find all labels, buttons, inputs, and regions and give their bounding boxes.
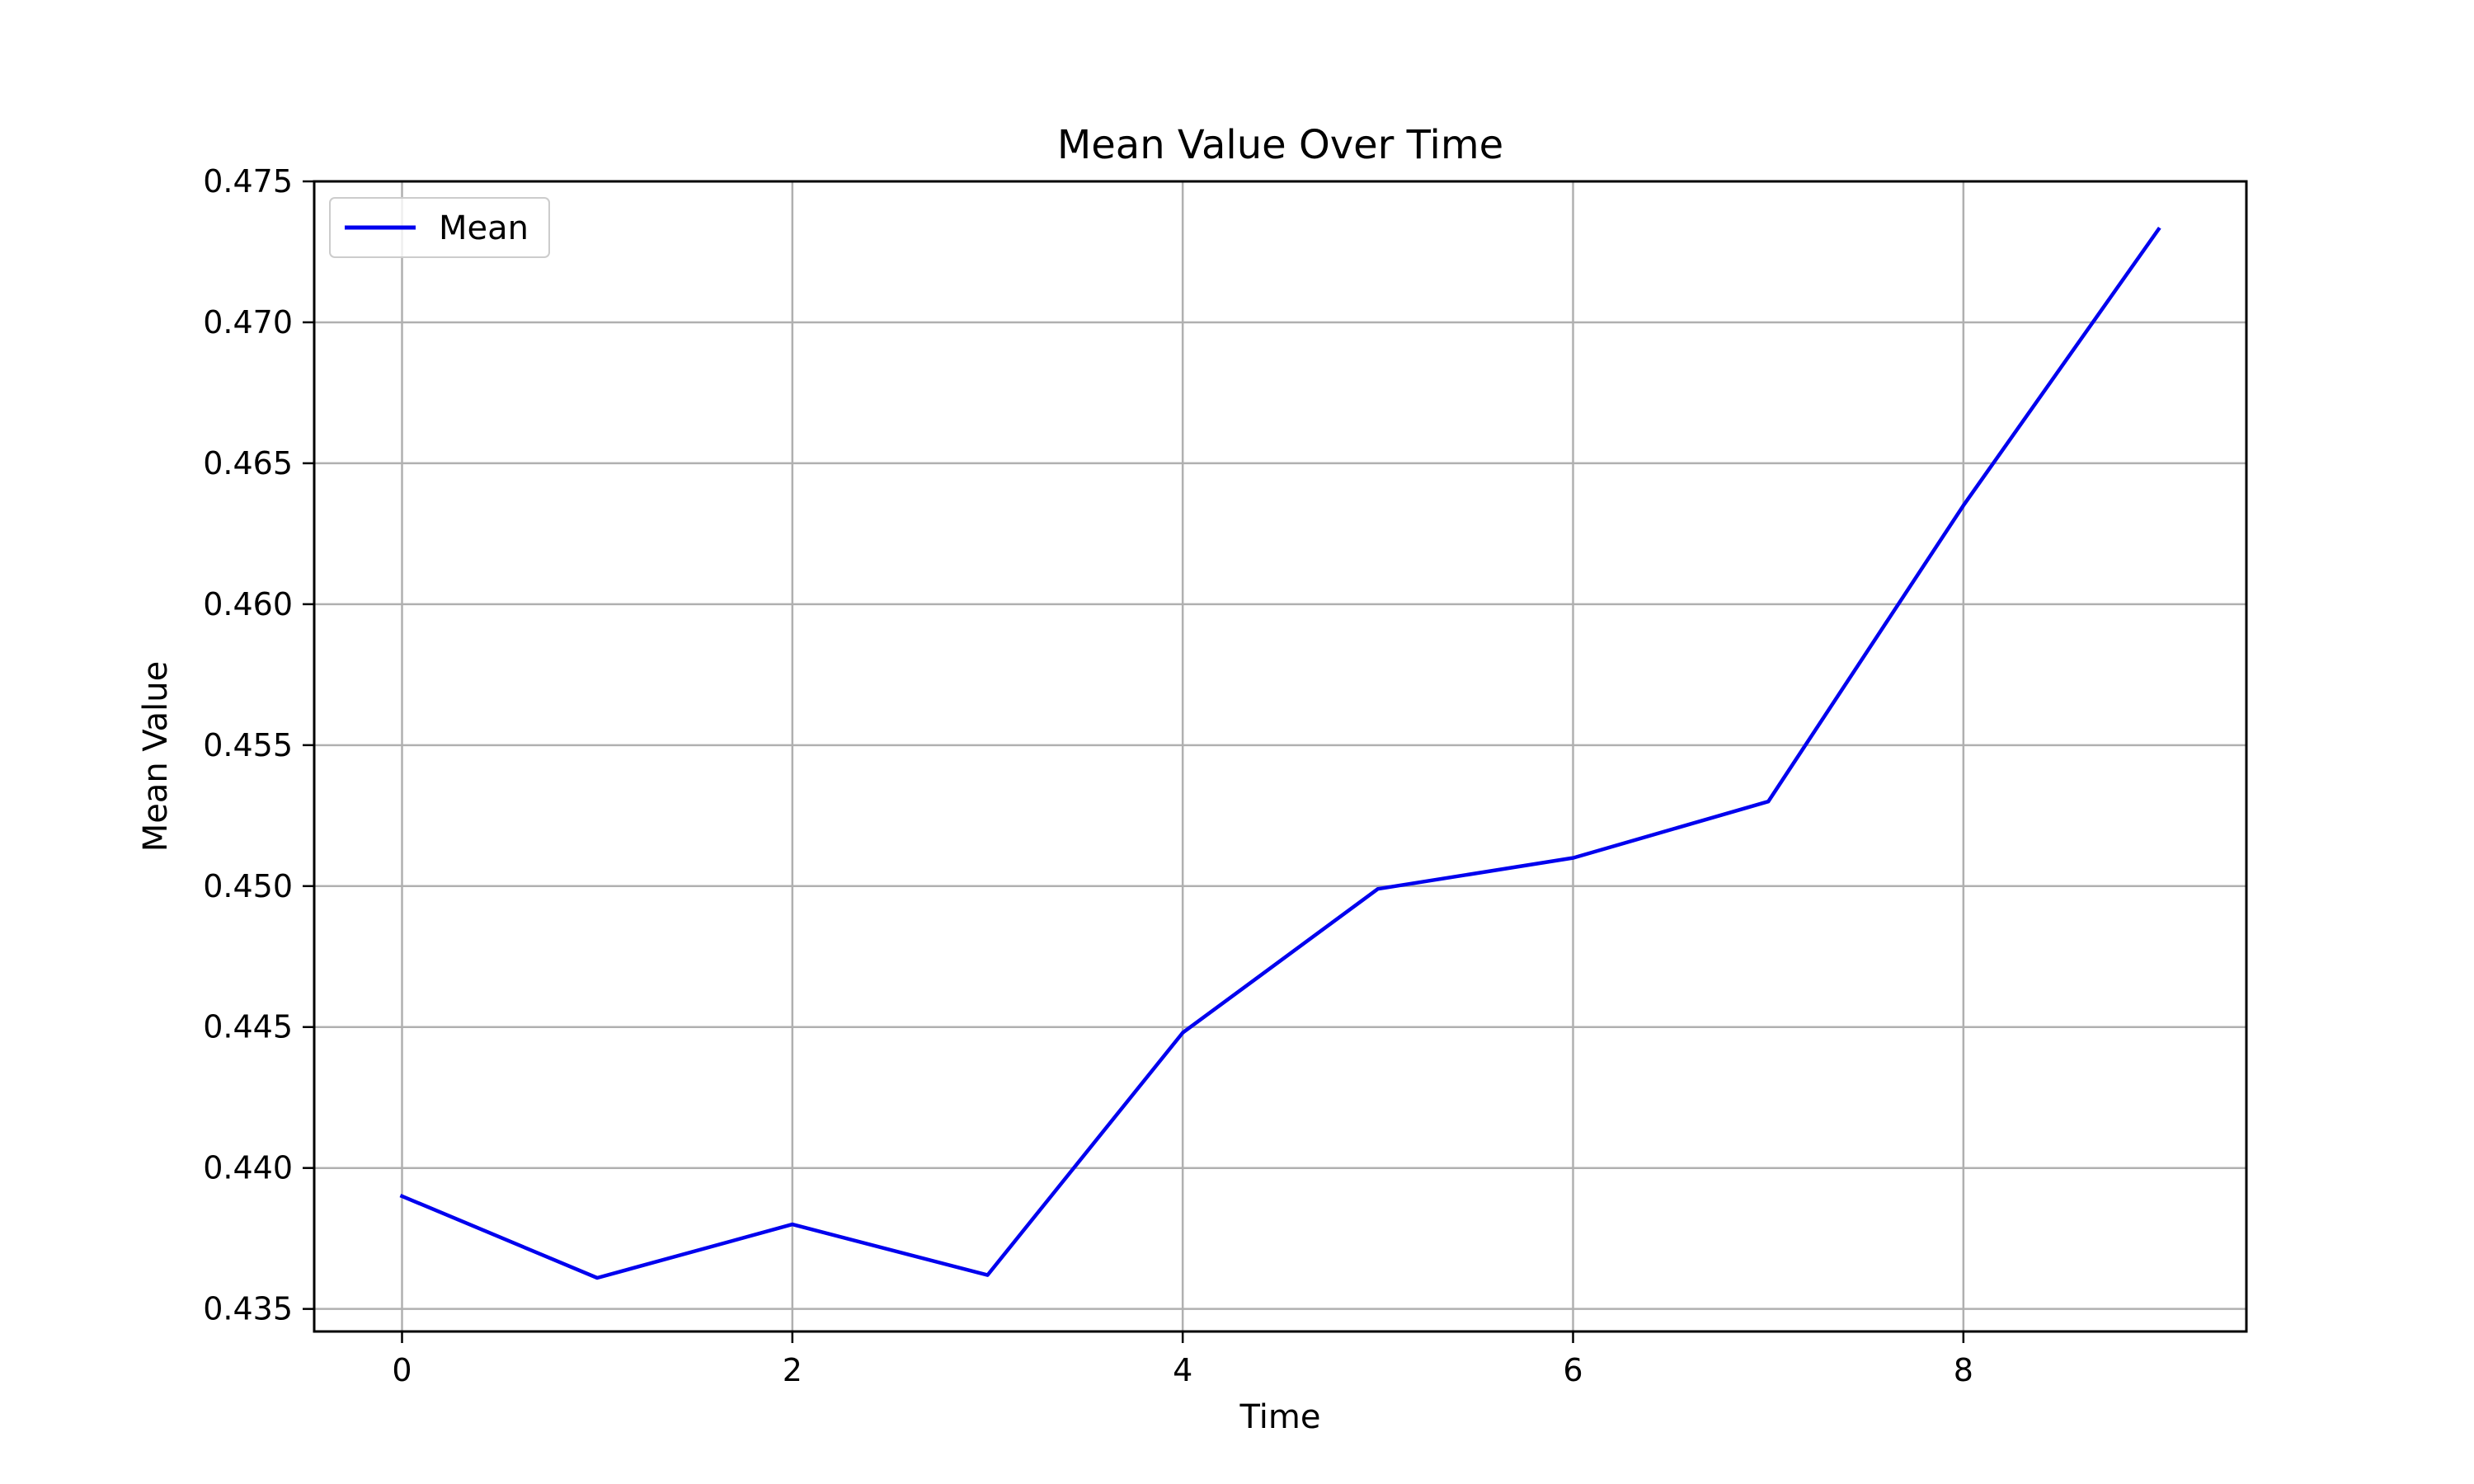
axis-ticks: 0 2 4 6 8 0.435 0.440 0.445 0.450 0.455 0.460 0.465… (203, 163, 1973, 1388)
x-tick-label: 4 (1173, 1352, 1192, 1388)
chart-title: Mean Value Over Time (1057, 122, 1503, 168)
legend-box (329, 197, 550, 258)
x-tick-label: 0 (392, 1352, 412, 1388)
y-axis-label: Mean Value (137, 661, 175, 852)
plot-frame (313, 180, 2248, 1333)
x-tick-label: 6 (1563, 1352, 1583, 1388)
y-tick-label: 0.460 (203, 586, 293, 622)
y-tick-label: 0.440 (203, 1150, 293, 1186)
x-tick-label: 2 (783, 1352, 802, 1388)
x-axis-label: Time (1239, 1398, 1321, 1436)
legend-label-mean: Mean (439, 209, 529, 247)
y-tick-label: 0.470 (203, 304, 293, 340)
legend: Mean (329, 197, 550, 258)
series-line-mean (399, 226, 2161, 1280)
y-tick-label: 0.455 (203, 727, 293, 763)
series-layer (399, 226, 2161, 1280)
y-tick-label: 0.475 (203, 163, 293, 200)
x-tick-label: 8 (1954, 1352, 1973, 1388)
y-tick-label: 0.445 (203, 1009, 293, 1045)
y-tick-label: 0.465 (203, 445, 293, 481)
y-tick-label: 0.450 (203, 868, 293, 904)
y-tick-label: 0.435 (203, 1291, 293, 1327)
